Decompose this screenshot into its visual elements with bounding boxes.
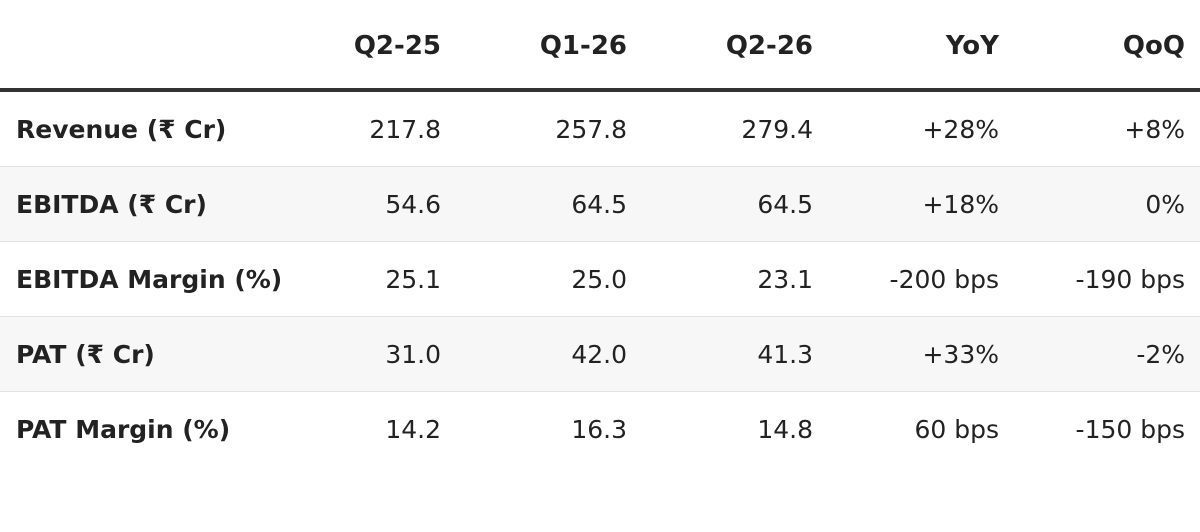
cell: 60 bps <box>914 414 999 444</box>
cell: 64.5 <box>456 166 642 242</box>
cell: 257.8 <box>456 90 642 167</box>
cell: 16.3 <box>571 414 627 444</box>
cell: +28% <box>828 90 1014 167</box>
cell: 42.0 <box>456 316 642 392</box>
table-row: Revenue (₹ Cr) 217.8 257.8 279.4 +28% +8% <box>0 90 1200 167</box>
cell: 0% <box>1014 166 1200 242</box>
table-row: EBITDA Margin (%) 25.1 25.0 23.1 -200 bps -19… <box>0 241 1200 317</box>
header-cell <box>0 0 270 92</box>
cell: 54.6 <box>270 166 456 242</box>
header-cell: Q1-26 <box>456 0 642 92</box>
cell: 14.8 <box>757 414 813 444</box>
row-label: PAT (₹ Cr) <box>0 316 270 392</box>
row-label: PAT Margin (%) <box>16 414 231 444</box>
table-row: PAT Margin (%) 14.2 16.3 14.8 60 bps -150 bps <box>0 392 1200 467</box>
table-body: Revenue (₹ Cr) 217.8 257.8 279.4 +28% +8% EBIT… <box>0 90 1200 466</box>
cell: 64.5 <box>642 166 828 242</box>
cell: +8% <box>1014 90 1200 167</box>
header-cell: QoQ <box>1014 0 1200 92</box>
cell: 41.3 <box>642 316 828 392</box>
cell: 14.2 <box>385 414 441 444</box>
header-row: Q2-25 Q1-26 Q2-26 YoY QoQ <box>0 0 1200 92</box>
table-row: PAT (₹ Cr) 31.0 42.0 41.3 +33% -2% <box>0 316 1200 392</box>
cell: -2% <box>1014 316 1200 392</box>
cell: +33% <box>828 316 1014 392</box>
cell: -190 bps <box>1014 241 1200 317</box>
header-cell: Q2-25 <box>270 0 456 92</box>
table-row: EBITDA (₹ Cr) 54.6 64.5 64.5 +18% 0% <box>0 166 1200 242</box>
cell: 279.4 <box>642 90 828 167</box>
cell: 31.0 <box>270 316 456 392</box>
row-label: EBITDA (₹ Cr) <box>0 166 270 242</box>
financial-table: Q2-25 Q1-26 Q2-26 YoY QoQ Revenue (₹ Cr) 217.… <box>0 0 1200 466</box>
row-label: Revenue (₹ Cr) <box>0 90 270 167</box>
cell: 217.8 <box>270 90 456 167</box>
cell: 25.0 <box>456 241 642 317</box>
cell: -200 bps <box>828 241 1014 317</box>
header-cell: YoY <box>828 0 1014 92</box>
cell: -150 bps <box>1075 414 1185 444</box>
header-cell: Q2-26 <box>642 0 828 92</box>
cell: 23.1 <box>642 241 828 317</box>
row-label: EBITDA Margin (%) <box>0 241 282 317</box>
cell: 25.1 <box>270 241 456 317</box>
cell: +18% <box>828 166 1014 242</box>
table-header: Q2-25 Q1-26 Q2-26 YoY QoQ <box>0 0 1200 92</box>
